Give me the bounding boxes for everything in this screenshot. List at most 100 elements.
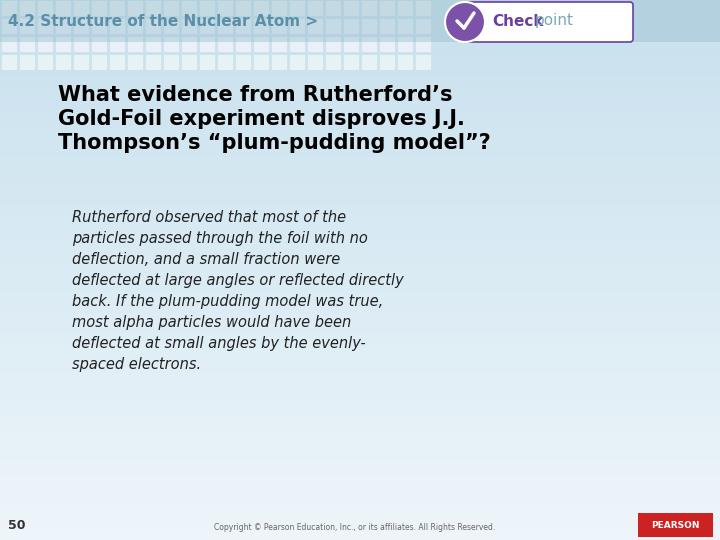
Bar [397,0,413,16]
Bar [0,174,720,183]
Bar [235,54,251,70]
Bar [37,54,53,70]
Bar [19,18,35,34]
Bar [73,36,89,52]
Bar [145,0,161,16]
Bar [0,282,720,291]
Bar [145,36,161,52]
Bar [0,471,720,480]
Bar [0,26,720,33]
Bar [307,0,323,16]
Bar [0,377,720,384]
Bar [271,0,287,16]
Bar [0,309,720,317]
Bar [638,513,713,537]
Text: Check: Check [492,14,544,29]
Bar [253,36,269,52]
Bar [0,458,720,465]
Bar [199,18,215,34]
Bar [199,54,215,70]
Bar [361,36,377,52]
Bar [0,303,720,310]
Bar [307,18,323,34]
Bar [415,0,431,16]
Bar [0,330,720,338]
Bar [0,134,720,141]
Bar [379,0,395,16]
Bar [181,18,197,34]
Bar [37,36,53,52]
Bar [0,87,720,94]
Bar [0,465,720,472]
Bar [415,36,431,52]
Bar [0,512,720,519]
Bar [163,0,179,16]
Bar [0,39,720,47]
Bar [253,0,269,16]
Bar [343,36,359,52]
Bar [0,269,720,276]
Bar [127,36,143,52]
Bar [199,36,215,52]
Bar [0,411,720,418]
Bar [271,36,287,52]
Bar [0,438,720,446]
Bar [0,53,720,60]
Bar [1,18,17,34]
Bar [0,0,720,6]
Bar [325,18,341,34]
Bar [55,0,71,16]
Bar [73,0,89,16]
Bar [0,255,720,263]
FancyBboxPatch shape [467,2,633,42]
Bar [163,18,179,34]
Bar [343,18,359,34]
Bar [0,370,720,378]
Bar [0,181,720,189]
Bar [0,498,720,507]
Circle shape [445,2,485,42]
Bar [145,54,161,70]
Bar [0,215,720,222]
Bar [91,36,107,52]
Bar [0,222,720,230]
Bar [0,249,720,256]
Bar [0,147,720,156]
Bar [0,444,720,453]
Bar [0,357,720,364]
Bar [163,36,179,52]
Bar [0,127,720,135]
Text: 4.2 Structure of the Nuclear Atom >: 4.2 Structure of the Nuclear Atom > [8,14,318,29]
Bar [253,54,269,70]
Bar [0,478,720,486]
Bar [0,316,720,324]
Bar [0,0,720,42]
Bar [0,195,720,202]
Bar [235,18,251,34]
Bar [217,18,233,34]
Bar [379,54,395,70]
Bar [0,161,720,168]
Bar [91,54,107,70]
Bar [37,0,53,16]
Bar [181,54,197,70]
Bar [0,120,720,128]
Bar [271,54,287,70]
Text: What evidence from Rutherford’s
Gold-Foil experiment disproves J.J.
Thompson’s “: What evidence from Rutherford’s Gold-Foi… [58,85,491,153]
Bar [361,54,377,70]
Bar [55,18,71,34]
Bar [0,73,720,81]
Bar [0,451,720,459]
Bar [289,36,305,52]
Bar [379,18,395,34]
Bar [181,36,197,52]
Bar [19,36,35,52]
Bar [0,154,720,162]
Bar [217,0,233,16]
Bar [127,54,143,70]
Bar [19,54,35,70]
Bar [0,532,720,540]
Bar [0,343,720,351]
Bar [73,54,89,70]
Bar [217,54,233,70]
